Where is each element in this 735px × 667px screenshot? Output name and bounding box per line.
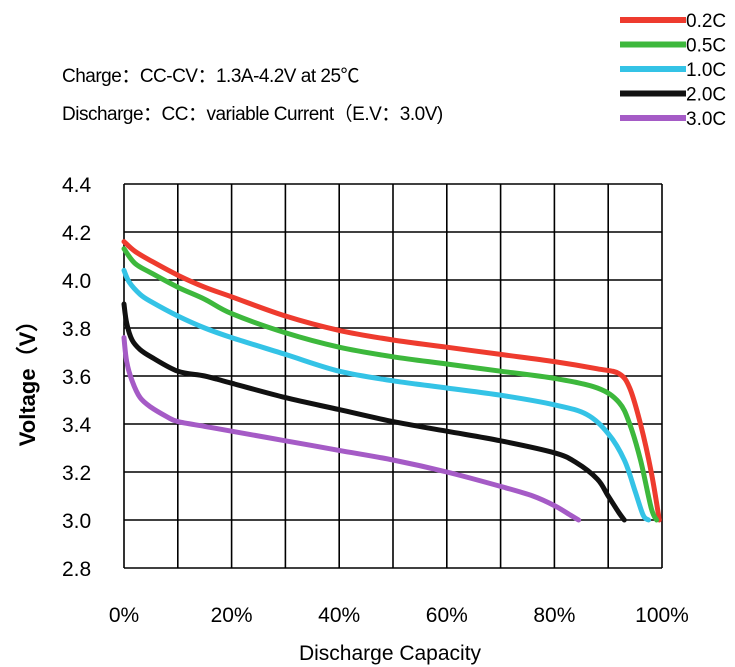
x-axis-title: Discharge Capacity	[299, 642, 482, 665]
y-tick-label: 3.4	[62, 414, 92, 437]
y-tick-labels: 2.8 3.0 3.2 3.4 3.6 3.8 4.0 4.2 4.4	[62, 174, 92, 581]
series-line-1-0c	[121, 267, 651, 523]
legend-label-1-0c: 1.0C	[686, 60, 726, 81]
legend-label-0-5c: 0.5C	[686, 36, 726, 57]
x-tick-label: 20%	[211, 604, 253, 627]
x-tick-labels: 0% 20% 40% 60% 80% 100%	[109, 604, 689, 627]
y-tick-label: 3.8	[62, 318, 91, 341]
series-line-2-0c	[121, 301, 627, 523]
charge-note: Charge：CC-CV：1.3A-4.2V at 25℃	[62, 66, 360, 87]
y-axis-title: Voltage（V）	[15, 310, 40, 447]
y-tick-label: 2.8	[62, 558, 91, 581]
x-tick-label: 40%	[318, 604, 360, 627]
legend-label-3-0c: 3.0C	[686, 109, 726, 130]
x-tick-label: 60%	[426, 604, 468, 627]
y-tick-label: 4.4	[62, 174, 92, 197]
x-tick-label: 80%	[533, 604, 575, 627]
series-lines	[121, 239, 662, 523]
y-tick-label: 3.0	[62, 510, 91, 533]
y-tick-label: 3.2	[62, 462, 91, 485]
legend-label-2-0c: 2.0C	[686, 85, 726, 106]
x-tick-label: 100%	[635, 604, 689, 627]
legend-label-0-2c: 0.2C	[686, 11, 726, 32]
y-tick-label: 3.6	[62, 366, 91, 389]
x-tick-label: 0%	[109, 604, 139, 627]
series-line-0-2c	[121, 239, 662, 523]
series-line-3-0c	[121, 335, 582, 523]
y-tick-label: 4.0	[62, 270, 91, 293]
legend: 0.2C 0.5C 1.0C 2.0C 3.0C	[620, 11, 726, 130]
y-tick-label: 4.2	[62, 222, 91, 245]
discharge-note: Discharge：CC：variable Current（E.V：3.0V)	[62, 103, 443, 125]
series-line-0-5c	[121, 246, 660, 523]
